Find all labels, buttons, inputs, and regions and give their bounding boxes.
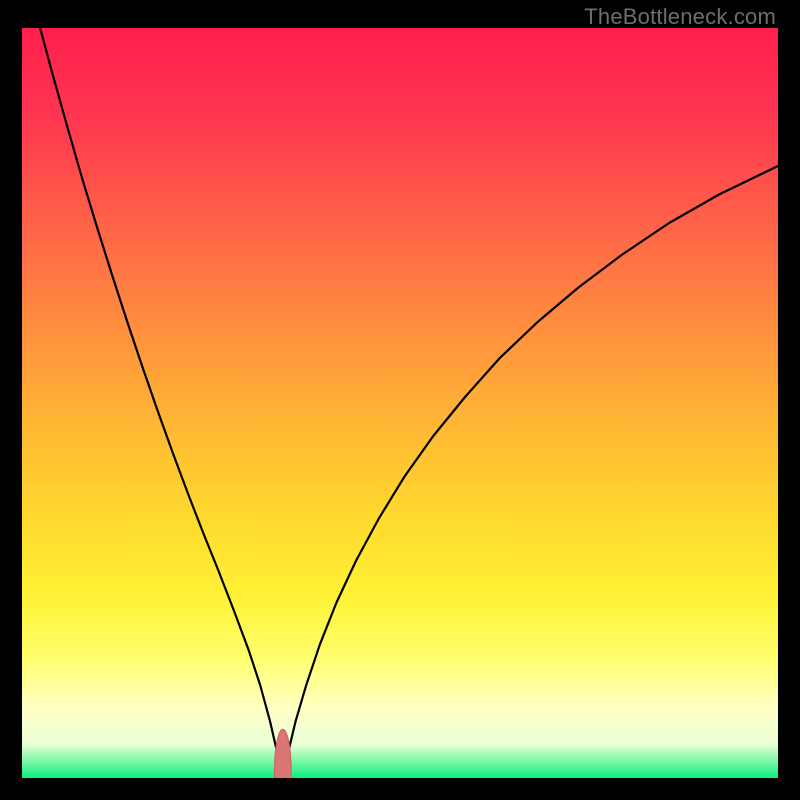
plot-area: [22, 28, 778, 778]
chart-frame: TheBottleneck.com: [0, 0, 800, 800]
watermark-text: TheBottleneck.com: [584, 4, 776, 30]
gradient-background: [22, 28, 778, 778]
